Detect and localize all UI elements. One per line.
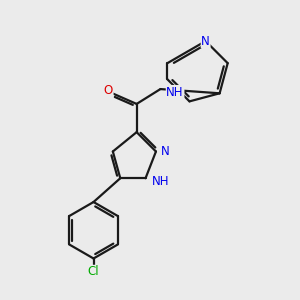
Text: O: O — [104, 84, 113, 97]
Text: NH: NH — [152, 175, 169, 188]
Text: Cl: Cl — [88, 266, 99, 278]
Text: N: N — [201, 34, 210, 48]
Text: N: N — [161, 145, 170, 158]
Text: NH: NH — [166, 85, 184, 98]
